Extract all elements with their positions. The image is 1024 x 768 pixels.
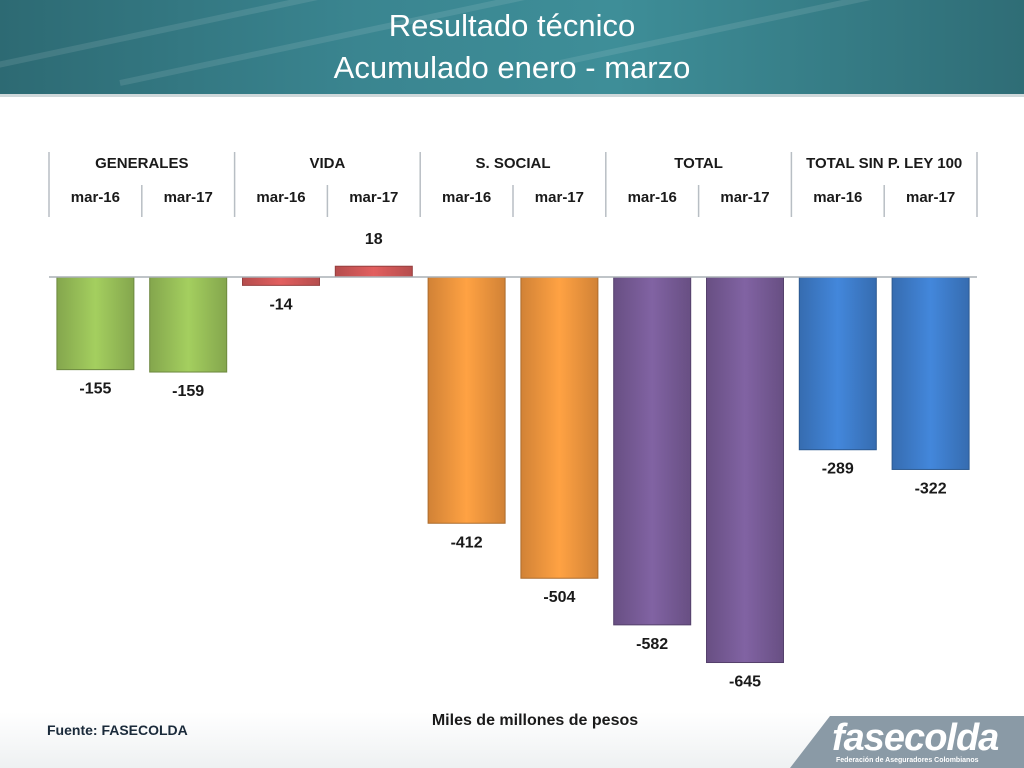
bar — [891, 276, 970, 470]
bar — [242, 276, 320, 286]
category-label: mar-16 — [442, 189, 491, 206]
bar — [149, 276, 228, 373]
category-label: mar-17 — [349, 189, 398, 206]
data-label: -322 — [915, 480, 947, 497]
units-label: Miles de millones de pesos — [431, 712, 639, 729]
logo-background — [790, 716, 1024, 768]
category-label: mar-16 — [628, 189, 677, 206]
group-label: GENERALES — [95, 155, 188, 172]
bar — [56, 276, 135, 371]
group-label: TOTAL — [674, 155, 723, 172]
category-label: mar-17 — [535, 189, 584, 206]
data-label: -14 — [269, 296, 292, 313]
data-label: -412 — [451, 534, 483, 551]
group-label: VIDA — [309, 155, 345, 172]
bar — [798, 276, 877, 451]
bar — [613, 276, 692, 626]
source-label: Fuente: FASECOLDA — [47, 722, 188, 738]
bar — [706, 276, 784, 664]
page-title-line2: Acumulado enero - marzo — [333, 50, 691, 85]
header-banner: Resultado técnico Acumulado enero - marz… — [0, 0, 1024, 94]
header-divider — [0, 94, 1024, 97]
data-label: -645 — [729, 674, 761, 691]
bar — [520, 276, 599, 579]
category-label: mar-17 — [720, 189, 769, 206]
page-title-line1: Resultado técnico — [388, 8, 636, 43]
bar — [334, 265, 413, 278]
data-label: -159 — [172, 383, 204, 400]
bar — [427, 276, 506, 524]
category-label: mar-16 — [71, 189, 120, 206]
category-label: mar-17 — [164, 189, 213, 206]
data-label: -289 — [822, 461, 854, 478]
bar-chart: GENERALESmar-16-155mar-17-159VIDAmar-16-… — [48, 152, 978, 691]
logo-subtitle: Federación de Aseguradores Colombianos — [836, 757, 979, 764]
fasecolda-logo: fasecolda — [832, 717, 999, 759]
category-label: mar-16 — [813, 189, 862, 206]
data-label: -155 — [79, 381, 111, 398]
data-label: -504 — [543, 589, 575, 606]
group-label: TOTAL SIN P. LEY 100 — [806, 155, 962, 172]
group-label: S. SOCIAL — [475, 155, 550, 172]
data-label: 18 — [365, 231, 383, 248]
data-label: -582 — [636, 636, 668, 653]
category-label: mar-16 — [256, 189, 305, 206]
category-label: mar-17 — [906, 189, 955, 206]
